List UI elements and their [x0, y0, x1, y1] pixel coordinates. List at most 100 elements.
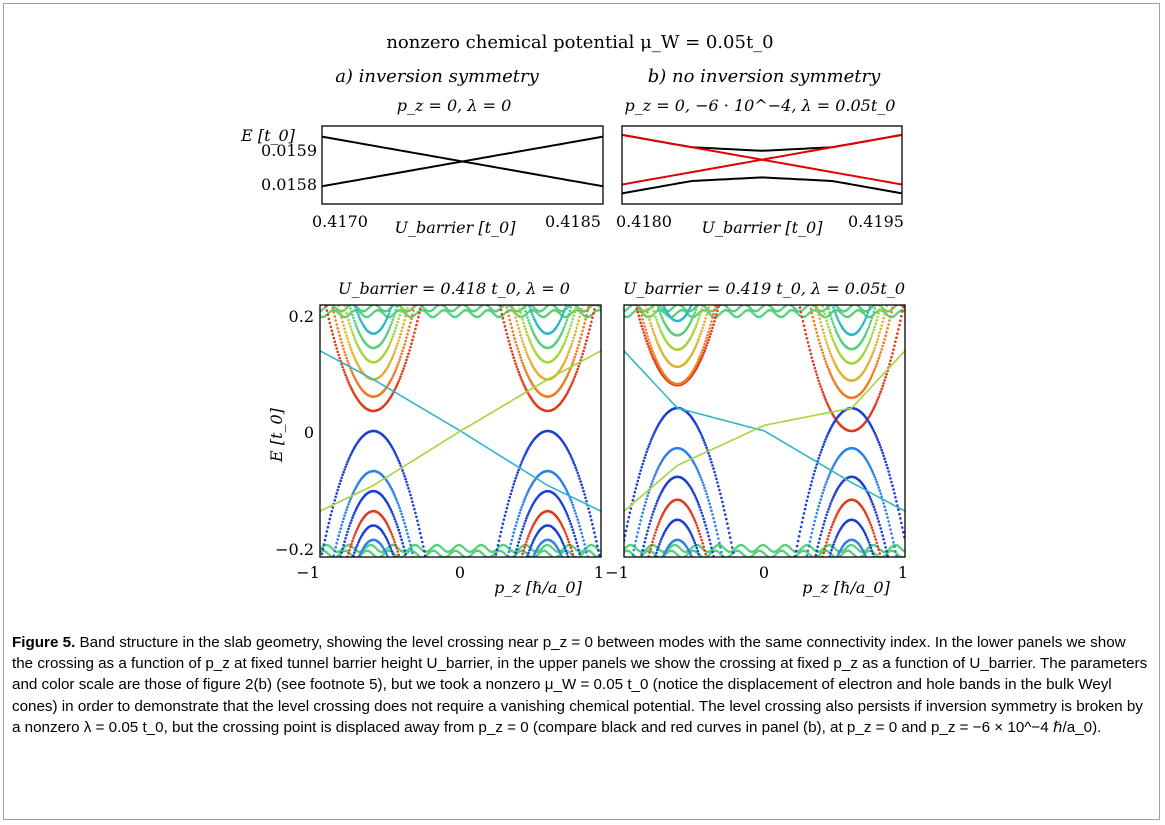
lower_right-h-band-1-0-dot-2054: [902, 530, 905, 534]
lower_right-e-band-1-0-dot-1520: [817, 379, 820, 383]
lower_right-e-band-0-3-dot-964: [699, 311, 702, 314]
lower_right-flat-1-dot-235: [737, 306, 740, 310]
lower_right-h-band-1-2-dot-2220: [878, 523, 881, 527]
lower_left-e-band-0-2-dot-867: [343, 327, 346, 331]
lower_right-e-band-1-3-dot-1788: [831, 337, 834, 340]
lower_right-e-band-1-1-dot-1692: [889, 315, 892, 318]
lower_right-flat-3-dot-564: [728, 554, 732, 557]
lower_right-h-band-1-3-dot-2235: [823, 548, 826, 551]
lower_right-h-band-1-2-dot-2162: [821, 526, 824, 530]
lower_left-e-band-0-2-dot-875: [351, 351, 354, 355]
lower_right-e-band-1-2-dot-1719: [833, 361, 836, 365]
lower_left-h-band-1-2-dot-2191: [564, 510, 568, 513]
lower_right-e-band-0-0-dot-748: [711, 326, 714, 330]
lower_right-h-band-1-1-dot-2134: [880, 495, 883, 499]
lower_left-h-band-1-0-dot-2032: [581, 486, 584, 490]
lower_left-e-band-1-0-dot-1520: [503, 325, 507, 328]
lower_right-e-band-1-4-dot-1884: [866, 327, 870, 331]
lower_left-h-band-0-0-dot-1119: [338, 482, 342, 486]
lower_left-h-band-1-2-dot-2146: [520, 531, 523, 534]
lower_left-h-band-1-2-dot-2153: [527, 512, 530, 515]
lower_right-h-band-0-0-dot-1165: [730, 546, 734, 549]
lower_left-h-band-1-4-dot-2274: [529, 546, 532, 549]
lower_right-e-band-0-5-dot-1021: [661, 301, 664, 304]
lower_left-h-band-1-1-dot-2071: [524, 495, 527, 499]
lower_right-e-band-0-1-dot-827: [703, 342, 706, 346]
upper_right-series-red-3: [622, 133, 902, 186]
lower_left-e-band-1-2-dot-1711: [516, 323, 519, 327]
lower_left-h-band-1-0-dot-1967: [517, 468, 520, 472]
lower_right-e-band-0-3-dot-958: [693, 327, 697, 331]
lower_right-h-band-0-0-dot-1160: [726, 522, 729, 525]
lower_left-h-band-0-0-dot-1125: [344, 465, 347, 469]
lower_right-h-band-0-1-dot-1182: [641, 511, 644, 515]
lower_left-e-band-0-0-dot-680: [334, 343, 338, 347]
lower_left-flat-1-dot-176: [333, 306, 337, 309]
lower_right-e-band-1-2-dot-1708: [822, 331, 825, 335]
lower_left-h-band-1-1-dot-2056: [509, 542, 513, 546]
lower_right-h-band-0-0-dot-1133: [699, 432, 702, 435]
lower_left-e-band-0-3-dot-991: [396, 320, 400, 324]
lower_right-e-band-1-0-dot-1512: [809, 352, 813, 356]
lower_right-h-band-0-2-dot-1336: [706, 531, 709, 534]
lower_left-e-band-0-4-dot-1010: [356, 327, 359, 330]
lower_right-e-band-1-0-dot-1588: [884, 376, 887, 379]
lower_left-e-band-0-5-dot-1056: [352, 299, 355, 302]
lower_right-h-band-0-4-dot-1453: [694, 544, 698, 547]
lower_left-e-band-1-5-dot-1906: [533, 317, 536, 321]
lower_left-flat-3-dot-506: [327, 552, 330, 556]
lower_left-flat-2-dot-341: [330, 546, 334, 550]
lower_right-h-band-1-0-dot-2035: [883, 457, 886, 461]
lower_right-h-band-1-5-dot-2382: [867, 561, 870, 564]
lower_right-e-band-1-0-dot-1575: [871, 408, 875, 412]
lower_right-h-band-1-1-dot-2063: [810, 531, 814, 535]
lower_left-h-band-1-3-dot-2220: [528, 532, 531, 535]
lower_left-flat-3-dot-637: [548, 552, 551, 556]
lower_left-h-band-0-1-dot-1213: [333, 549, 337, 553]
lower_right-h-band-0-1-dot-1244: [702, 483, 705, 487]
lower_right-h-band-1-0-dot-1958: [807, 491, 811, 495]
lower_left-h-band-0-1-dot-1287: [406, 532, 409, 535]
upper-left-xtick-1: 0.4170: [312, 212, 368, 231]
lower_left-e-band-0-2-dot-921: [396, 342, 400, 345]
lower_left-e-band-0-0-dot-761: [414, 327, 417, 331]
lower_right-e-band-0-1-dot-822: [698, 355, 701, 359]
lower_right-h-band-0-2-dot-1333: [703, 520, 706, 524]
lower_right-h-band-0-3-dot-1355: [655, 528, 658, 531]
lower_right-e-band-1-2-dot-1704: [818, 317, 821, 320]
lower_left-h-band-0-2-dot-1361: [401, 541, 404, 545]
lower_right-h-band-0-2-dot-1273: [644, 536, 647, 540]
lower_right-h-band-1-1-dot-2145: [891, 536, 894, 540]
lower_left-h-band-0-4-dot-1474: [395, 565, 398, 568]
lower_left-e-band-1-4-dot-1887: [562, 326, 566, 330]
lower_left-h-band-1-1-dot-2128: [580, 531, 583, 535]
lower_right-h-band-0-3-dot-1403: [702, 545, 705, 549]
lower_left-h-band-0-3-dot-1374: [349, 545, 352, 549]
lower_right-flat-2-dot-478: [865, 548, 869, 551]
lower_left-flat-2-dot-432: [483, 545, 487, 549]
lower_right-e-band-0-2-dot-894: [693, 347, 697, 350]
lower_left-e-band-1-2-dot-1760: [564, 357, 568, 361]
lower_right-e-band-1-4-dot-1847: [830, 317, 833, 320]
lower_right-flat-1-dot-195: [669, 308, 673, 311]
lower_left-e-band-0-2-dot-864: [340, 316, 343, 320]
lower_left-h-band-0-0-dot-1117: [336, 488, 340, 492]
lower_right-e-band-1-1-dot-1611: [809, 307, 813, 311]
lower_left-e-band-1-1-dot-1621: [508, 318, 512, 322]
lower_left-e-band-1-1-dot-1687: [573, 355, 576, 359]
lower_right-h-band-0-1-dot-1193: [652, 477, 655, 481]
lower_left-e-band-0-2-dot-929: [404, 315, 407, 318]
lower_left-e-band-1-2-dot-1776: [580, 307, 583, 311]
lower_left-e-band-1-3-dot-1785: [520, 314, 523, 318]
lower_right-e-band-0-1-dot-772: [649, 344, 652, 347]
lower_left-e-band-1-2-dot-1712: [517, 327, 520, 330]
lower_left-e-band-1-0-dot-1598: [580, 356, 583, 359]
lower_left-h-band-0-1-dot-1279: [398, 506, 402, 510]
lower_right-e-band-1-5-dot-1898: [830, 300, 833, 303]
lower_right-h-band-0-1-dot-1184: [643, 504, 646, 508]
lower_left-e-band-1-4-dot-1851: [527, 319, 530, 322]
lower_left-e-band-0-0-dot-671: [325, 309, 329, 312]
lower_left-flat-1-dot-169: [322, 307, 325, 311]
lower_left-h-band-0-0-dot-1112: [331, 506, 335, 509]
lower_left-e-band-0-5-dot-1091: [386, 315, 390, 318]
